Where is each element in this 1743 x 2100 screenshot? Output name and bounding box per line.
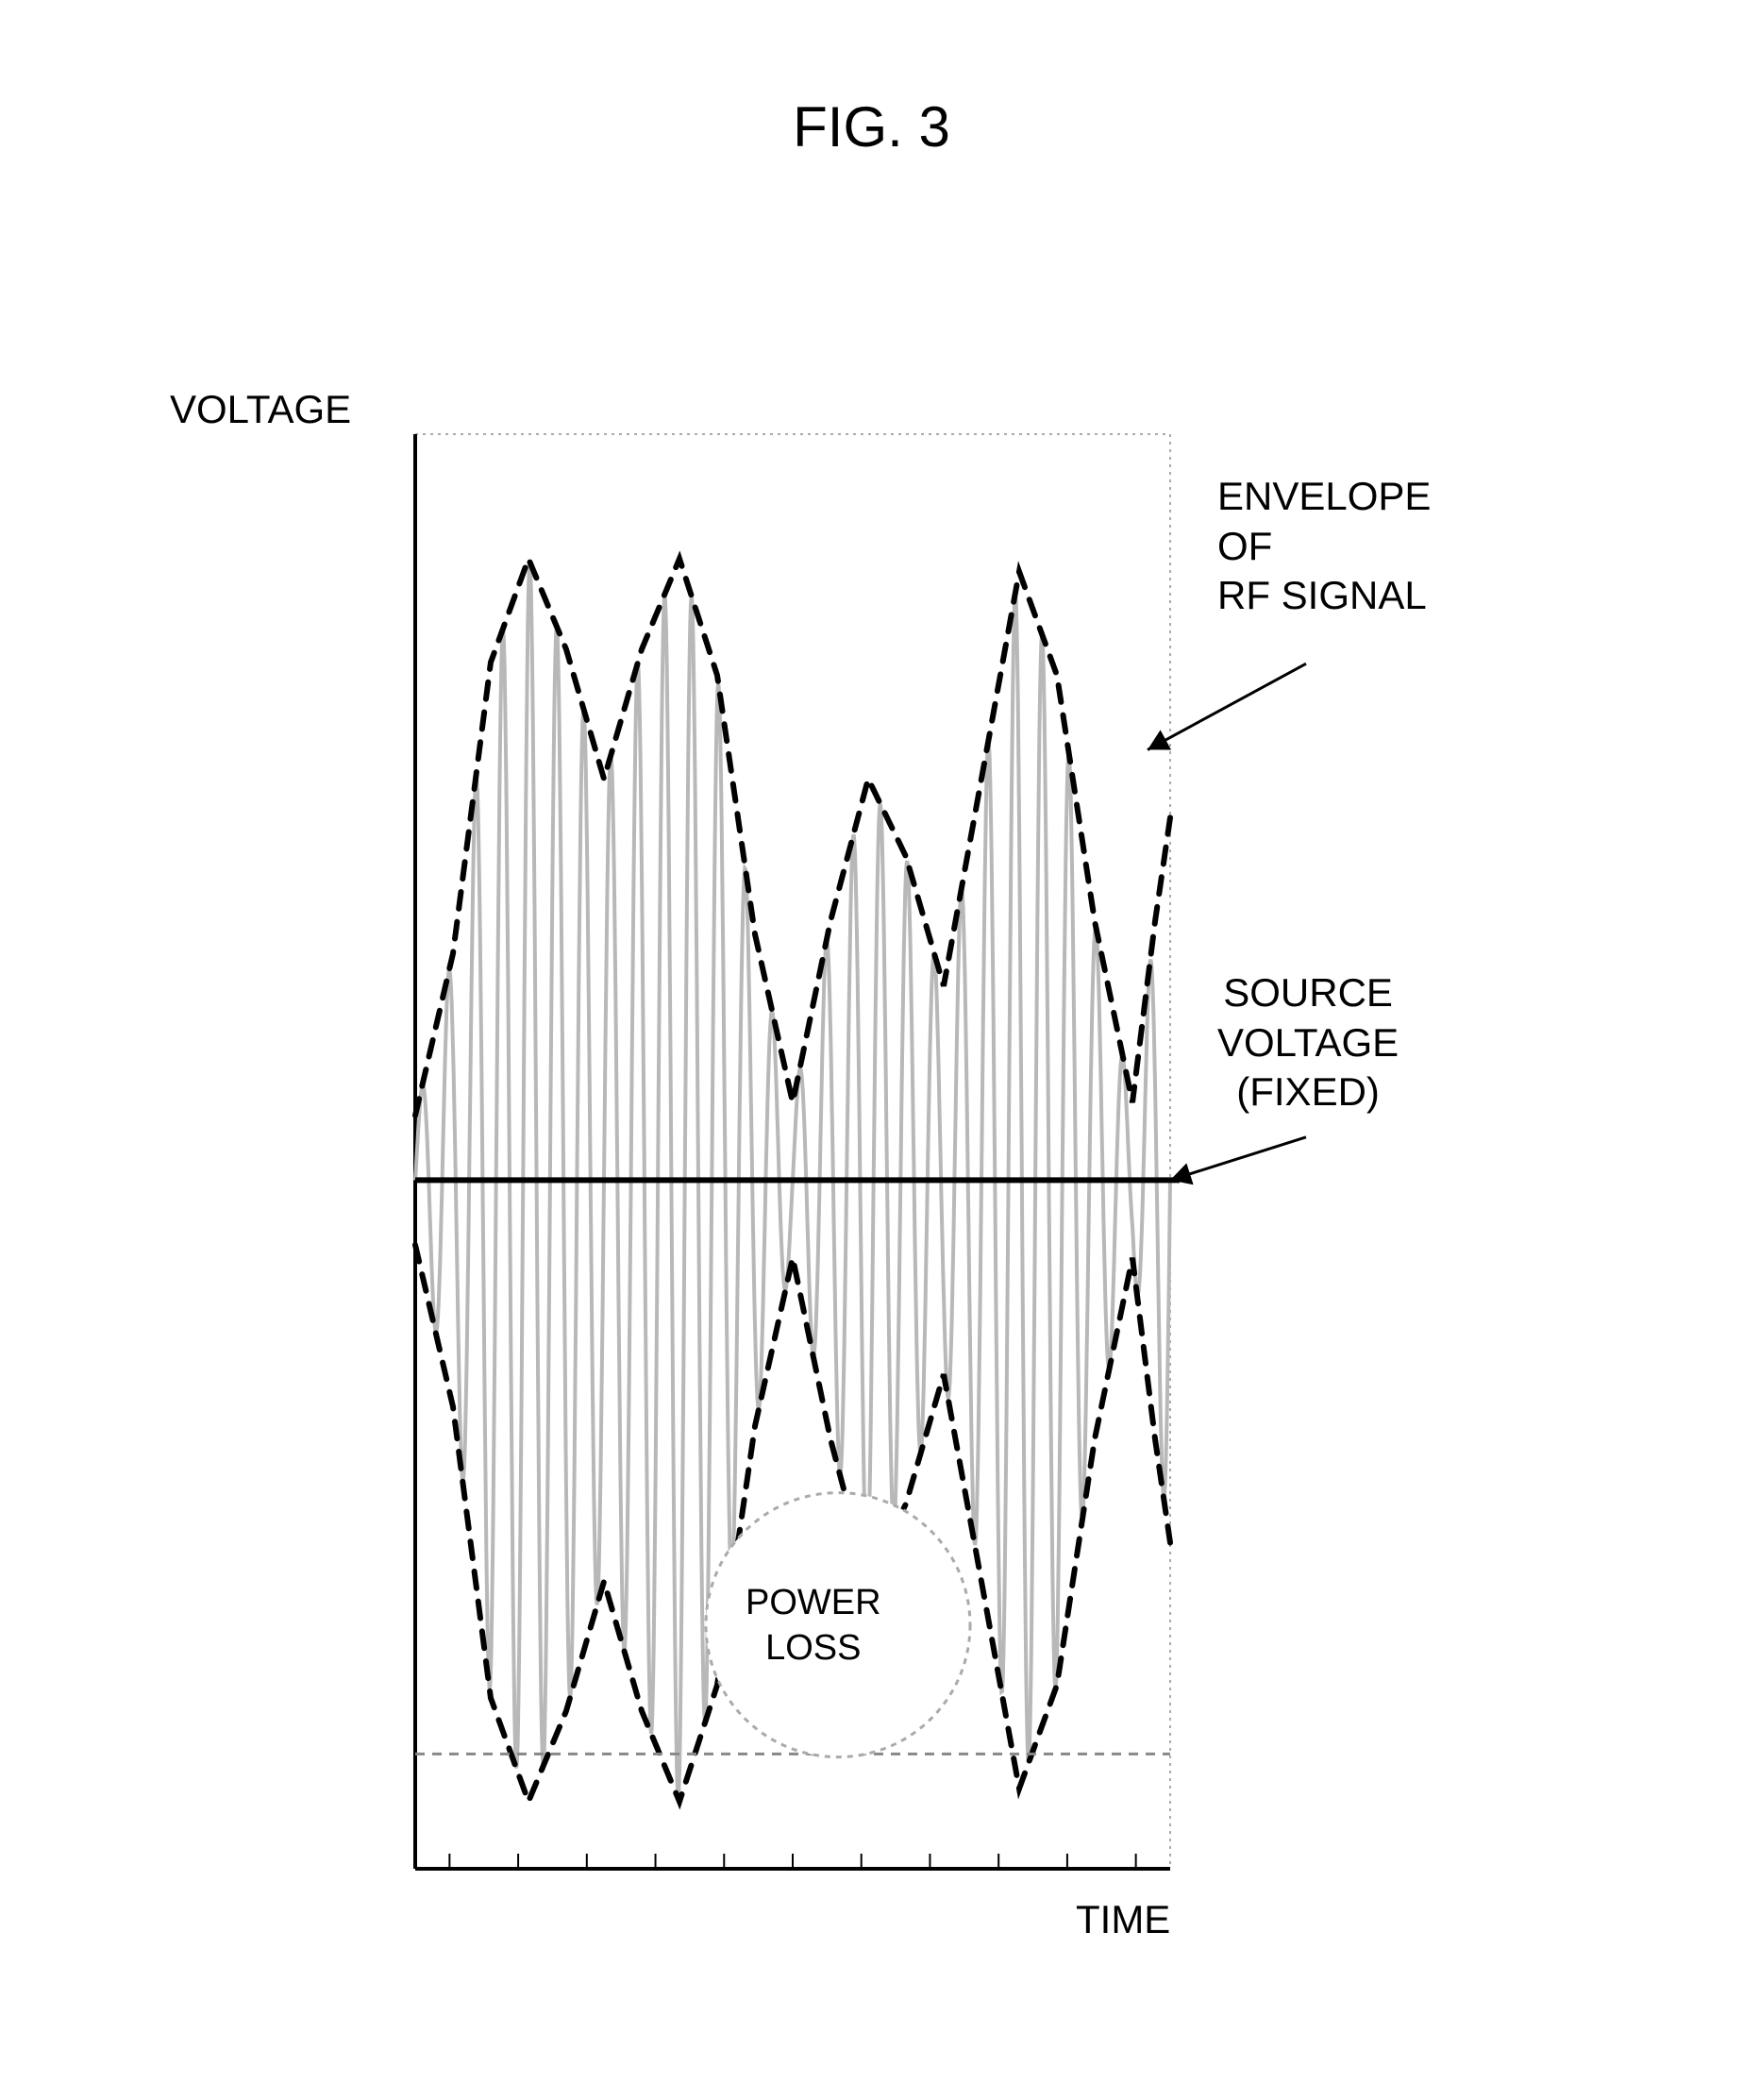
chart-svg	[245, 396, 1434, 2001]
power-loss-line1: POWER	[746, 1583, 881, 1622]
figure-title: FIG. 3	[793, 94, 950, 160]
power-loss-line2: LOSS	[765, 1628, 861, 1668]
power-loss-label: POWER LOSS	[746, 1581, 881, 1671]
chart-container: VOLTAGE TIME ENVELOPE OF RF SIGNAL SOURC…	[245, 396, 1434, 1925]
